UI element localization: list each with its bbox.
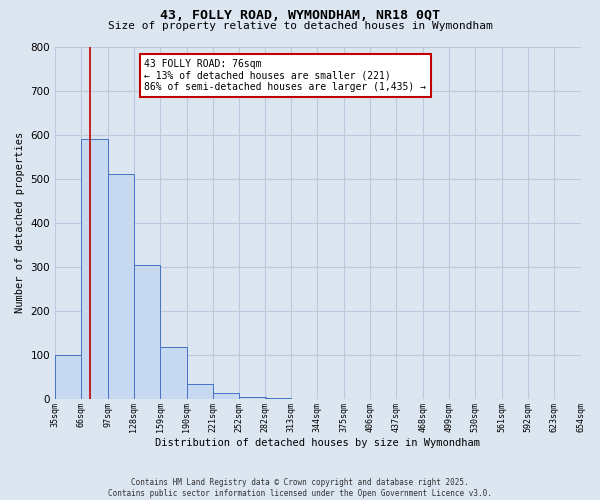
Text: 43, FOLLY ROAD, WYMONDHAM, NR18 0QT: 43, FOLLY ROAD, WYMONDHAM, NR18 0QT xyxy=(160,9,440,22)
Text: Size of property relative to detached houses in Wymondham: Size of property relative to detached ho… xyxy=(107,21,493,31)
Bar xyxy=(187,384,213,399)
Text: 43 FOLLY ROAD: 76sqm
← 13% of detached houses are smaller (221)
86% of semi-deta: 43 FOLLY ROAD: 76sqm ← 13% of detached h… xyxy=(145,59,427,92)
Bar xyxy=(239,397,266,399)
Bar xyxy=(82,139,107,399)
Bar xyxy=(107,174,134,399)
Bar xyxy=(134,264,160,399)
Y-axis label: Number of detached properties: Number of detached properties xyxy=(15,132,25,314)
Bar xyxy=(213,392,239,399)
Bar xyxy=(55,355,82,399)
X-axis label: Distribution of detached houses by size in Wymondham: Distribution of detached houses by size … xyxy=(155,438,480,448)
Bar xyxy=(160,347,187,399)
Bar xyxy=(265,398,291,399)
Text: Contains HM Land Registry data © Crown copyright and database right 2025.
Contai: Contains HM Land Registry data © Crown c… xyxy=(108,478,492,498)
